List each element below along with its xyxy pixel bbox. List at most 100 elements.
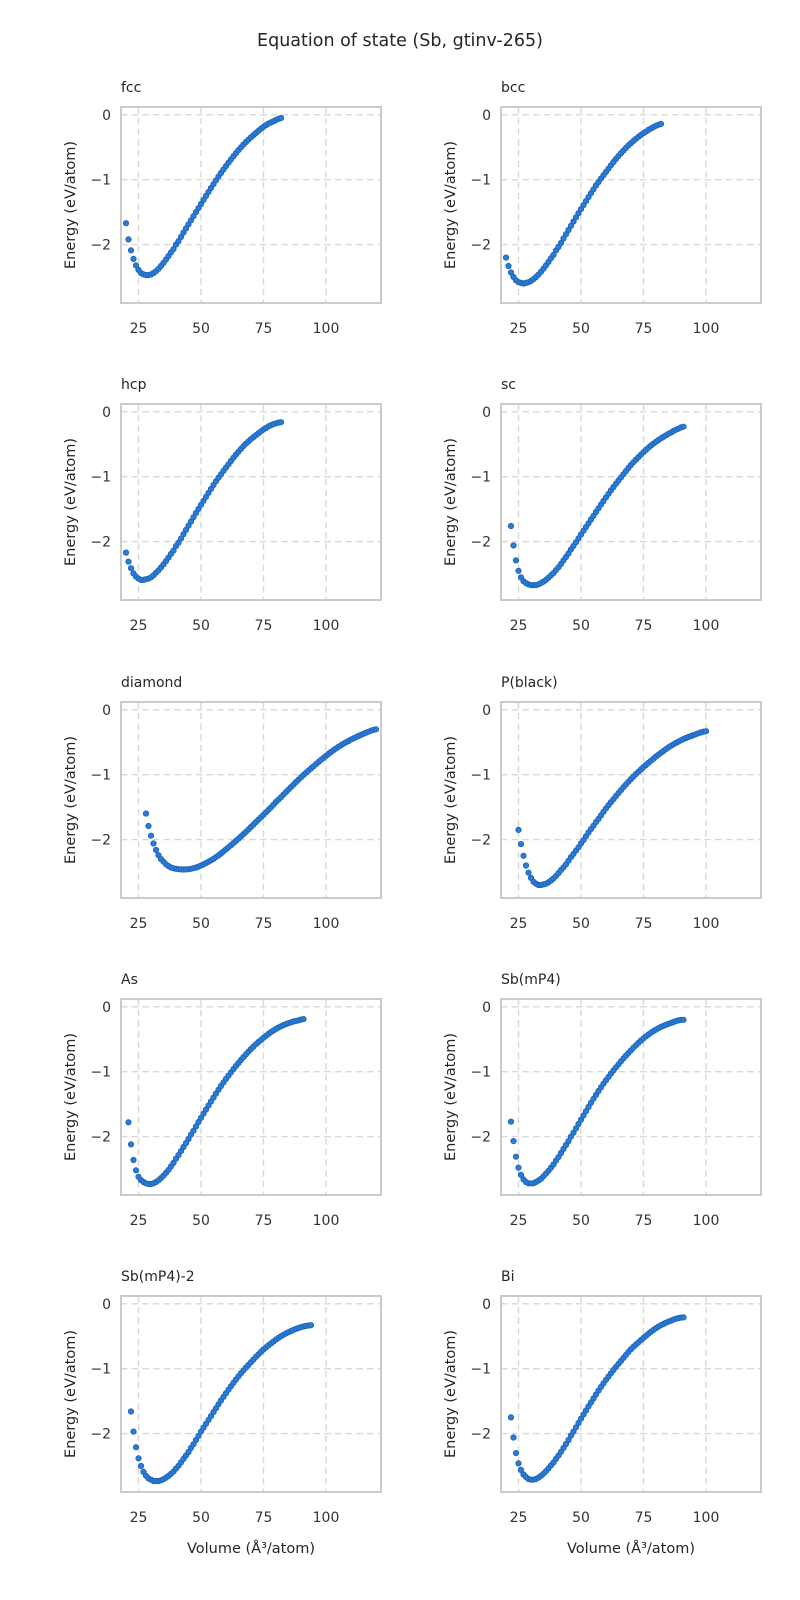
- x-tick-label: 100: [693, 1510, 720, 1526]
- subplot-title: Bi: [501, 1269, 515, 1285]
- data-point: [147, 832, 155, 839]
- data-points: [515, 728, 710, 889]
- subplot-title: diamond: [121, 675, 182, 691]
- plot-sc: sc 0 −1 −2 25 50 75 100 Energy (eV/atom): [443, 377, 762, 634]
- data-point: [150, 840, 157, 847]
- y-axis-label: Energy (eV/atom): [63, 141, 79, 269]
- axes-spines: [500, 1295, 762, 1493]
- plot-as: As 0 −1 −2 25 50 75 100 Energy (eV/atom): [63, 972, 382, 1229]
- plot-diamond: diamond 0 −1 −2 25 50 75 100 Energy (eV/atom): [63, 675, 382, 932]
- axes-spines: [500, 701, 762, 899]
- data-point: [142, 810, 150, 817]
- data-point: [277, 114, 285, 122]
- data-point: [125, 558, 132, 565]
- plot-p-black: P(black) 0 −1 −2 25 50 75 100 Energy (eV/atom): [443, 675, 762, 932]
- data-point: [680, 1314, 687, 1321]
- data-point: [130, 1428, 137, 1435]
- x-tick-label: 75: [635, 1213, 653, 1229]
- data-point: [512, 1450, 520, 1457]
- data-point: [680, 423, 687, 430]
- y-tick-label: −2: [90, 535, 111, 551]
- data-point: [127, 1408, 135, 1415]
- x-tick-label: 75: [635, 916, 653, 932]
- axes-spines: [120, 106, 382, 304]
- data-point: [502, 254, 510, 261]
- gridlines: [121, 107, 381, 303]
- data-points: [507, 1314, 687, 1483]
- x-tick-label: 25: [130, 321, 148, 337]
- subplot-title: As: [121, 972, 138, 988]
- subplot-title: P(black): [501, 675, 558, 691]
- subplot-bi: Bi 0 −1 −2 25 50 75 100 Energy (eV/atom) Volume (…: [396, 1249, 781, 1567]
- y-tick-label: −2: [90, 833, 111, 849]
- data-point: [135, 1455, 142, 1462]
- x-tick-label: 100: [693, 916, 720, 932]
- axes-spines: [500, 998, 762, 1196]
- data-point: [125, 236, 132, 243]
- y-tick-label: −2: [90, 1130, 111, 1146]
- gridlines: [501, 999, 761, 1195]
- x-tick-label: 75: [255, 916, 273, 932]
- y-tick-label: 0: [102, 405, 111, 421]
- subplot-title: hcp: [121, 377, 147, 393]
- x-tick-label: 25: [510, 916, 528, 932]
- x-tick-label: 75: [255, 618, 273, 634]
- data-points: [122, 419, 285, 583]
- subplot-title: Sb(mP4)-2: [121, 1269, 195, 1285]
- data-point: [507, 522, 515, 530]
- data-point: [505, 262, 512, 270]
- y-tick-label: 0: [482, 108, 491, 124]
- x-tick-label: 75: [635, 321, 653, 337]
- axes-spines: [500, 403, 762, 601]
- plot-sb-mp4: Sb(mP4) 0 −1 −2 25 50 75 100 Energy (eV/atom): [443, 972, 762, 1229]
- subplot-hcp: hcp 0 −1 −2 25 50 75 100 Energy (eV/atom): [16, 357, 401, 653]
- data-point: [657, 120, 665, 128]
- x-tick-label: 50: [572, 916, 590, 932]
- data-point: [122, 549, 130, 556]
- plot-sb-mp4-2: Sb(mP4)-2 0 −1 −2 25 50 75 100 Energy (eV/atom) V…: [63, 1269, 382, 1557]
- y-axis-label: Energy (eV/atom): [63, 1330, 79, 1458]
- x-tick-label: 100: [313, 618, 340, 634]
- y-tick-label: −2: [470, 1427, 491, 1443]
- y-tick-label: −2: [470, 238, 491, 254]
- x-tick-label: 50: [572, 1213, 590, 1229]
- data-point: [512, 1153, 520, 1160]
- data-point: [520, 852, 527, 859]
- gridlines: [501, 1296, 761, 1492]
- x-tick-label: 25: [510, 1213, 528, 1229]
- data-points: [127, 1322, 315, 1485]
- y-tick-label: −1: [470, 1362, 491, 1378]
- data-point: [517, 1466, 525, 1473]
- axes-spines: [120, 1295, 382, 1493]
- y-tick-label: −2: [90, 1427, 111, 1443]
- y-tick-label: −1: [90, 1362, 111, 1378]
- gridlines: [121, 702, 381, 898]
- y-axis-label: Energy (eV/atom): [443, 1033, 459, 1161]
- y-tick-label: 0: [102, 703, 111, 719]
- data-points: [142, 726, 380, 873]
- plot-bcc: bcc 0 −1 −2 25 50 75 100 Energy (eV/atom): [443, 80, 762, 337]
- data-point: [130, 1156, 137, 1164]
- data-point: [130, 255, 137, 262]
- data-point: [307, 1322, 315, 1329]
- subplot-diamond: diamond 0 −1 −2 25 50 75 100 Energy (eV/atom): [16, 655, 401, 951]
- x-tick-label: 100: [693, 321, 720, 337]
- y-axis-label: Energy (eV/atom): [443, 1330, 459, 1458]
- data-point: [127, 565, 135, 572]
- y-tick-label: 0: [102, 108, 111, 124]
- subplot-title: bcc: [501, 80, 525, 96]
- y-tick-label: −1: [470, 470, 491, 486]
- x-tick-label: 50: [192, 321, 210, 337]
- plot-bi: Bi 0 −1 −2 25 50 75 100 Energy (eV/atom) Volume (…: [443, 1269, 762, 1557]
- y-tick-label: −2: [470, 535, 491, 551]
- data-point: [122, 220, 130, 227]
- plot-fcc: fcc 0 −1 −2 25 50 75 100 Energy (eV/atom): [63, 80, 382, 337]
- data-point: [515, 1460, 522, 1467]
- y-tick-label: −1: [470, 173, 491, 189]
- y-tick-label: 0: [482, 703, 491, 719]
- x-tick-label: 50: [572, 1510, 590, 1526]
- y-axis-label: Energy (eV/atom): [63, 1033, 79, 1161]
- x-tick-label: 50: [572, 321, 590, 337]
- y-axis-label: Energy (eV/atom): [443, 438, 459, 566]
- x-tick-label: 100: [313, 321, 340, 337]
